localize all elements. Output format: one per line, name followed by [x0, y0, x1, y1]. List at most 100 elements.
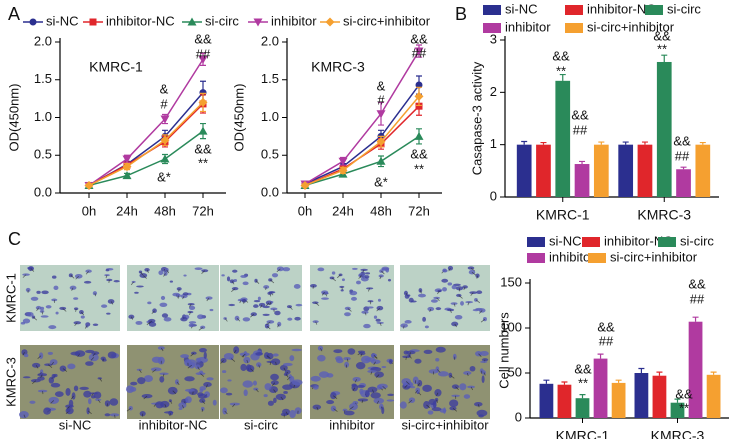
cell-blob: [387, 393, 394, 397]
cell-strand: [140, 271, 144, 276]
cell-strand: [201, 408, 204, 412]
cell-strand: [467, 301, 470, 306]
cell-blob: [263, 394, 268, 398]
bar: [695, 144, 711, 197]
cell-strand: [94, 293, 97, 297]
y-axis-label: Casapase-3 activity: [469, 61, 484, 175]
cell-strand: [110, 301, 114, 305]
cell-blob: [481, 375, 485, 384]
cell-blob: [135, 320, 143, 325]
cell-strand: [224, 318, 228, 322]
cell-blob: [159, 302, 168, 307]
cell-strand: [30, 268, 35, 272]
annotation: &*: [374, 174, 388, 189]
annotation: **: [198, 155, 208, 170]
cell-blob: [178, 407, 183, 410]
y-tick-label: 0.5: [261, 147, 279, 162]
cell-blob: [399, 401, 407, 409]
annotation: **: [657, 41, 667, 56]
cell-blob: [424, 325, 429, 329]
cell-strand: [376, 400, 380, 404]
cell-blob: [343, 410, 355, 416]
point: [122, 171, 132, 180]
cell-blob: [377, 298, 381, 302]
column-label: si-circ: [244, 417, 278, 432]
bar: [652, 375, 667, 418]
cell-blob: [351, 296, 357, 301]
annotation: ##: [690, 291, 705, 306]
cell-strand: [426, 404, 431, 409]
cell-blob: [365, 390, 370, 398]
cell-blob: [40, 315, 49, 318]
cell-blob: [70, 351, 81, 356]
cell-strand: [190, 352, 195, 357]
cell-blob: [388, 359, 393, 365]
cell-blob: [360, 268, 368, 272]
cell-strand: [448, 267, 451, 272]
y-tick-label: 2.0: [261, 33, 279, 48]
y-tick-label: 1.0: [34, 109, 52, 124]
cell-strand: [470, 267, 476, 272]
cell-strand: [352, 387, 356, 391]
cell-strand: [437, 290, 440, 295]
cell-blob: [289, 410, 296, 418]
cell-strand: [405, 381, 410, 385]
cell-blob: [333, 349, 343, 354]
cell-blob: [282, 384, 293, 390]
bar: [611, 382, 626, 418]
cell-blob: [97, 377, 102, 380]
cell-image: [220, 345, 302, 419]
cell-strand: [198, 326, 203, 331]
cell-strand: [97, 399, 101, 404]
y-axis-label: Cell numbers: [496, 312, 511, 389]
cell-strand: [333, 395, 338, 399]
cell-strand: [74, 322, 78, 326]
cell-strand: [315, 302, 320, 306]
y-tick-label: 0: [515, 409, 522, 424]
cell-strand: [403, 325, 405, 329]
cell-blob: [414, 358, 422, 364]
cell-strand: [289, 306, 293, 310]
cell-strand: [414, 389, 419, 394]
annotation: &&: [571, 107, 589, 122]
cell-strand: [360, 353, 363, 357]
point: [414, 91, 424, 101]
cell-blob: [32, 362, 41, 368]
cell-blob: [163, 411, 174, 414]
chart-title: KMRC-1: [89, 59, 143, 75]
cell-strand: [420, 290, 422, 294]
cell-blob: [144, 267, 150, 272]
error-bar: [561, 381, 568, 385]
cell-strand: [436, 392, 439, 396]
cell-blob: [479, 368, 484, 374]
legend-swatch: [645, 5, 663, 15]
cell-blob: [361, 355, 371, 364]
cell-blob: [294, 316, 301, 321]
cell-blob: [435, 346, 446, 353]
annotation: &: [377, 78, 386, 93]
cell-blob: [312, 385, 319, 390]
x-tick-label: 48h: [154, 203, 176, 218]
cell-blob: [406, 294, 411, 297]
column-label: inhibitor: [329, 417, 375, 432]
x-tick-label: 24h: [332, 203, 354, 218]
point: [338, 165, 348, 175]
cell-blob: [50, 382, 61, 388]
cell-strand: [477, 404, 480, 408]
cell-blob: [104, 400, 111, 407]
cell-blob: [212, 399, 217, 406]
y-tick-label: 1.5: [34, 71, 52, 86]
annotation: &&: [410, 146, 428, 161]
point: [160, 115, 170, 124]
cell-blob: [430, 299, 438, 303]
error-bar: [638, 367, 645, 373]
y-tick-label: 0: [490, 188, 497, 203]
annotation: &*: [157, 169, 171, 184]
cell-image: [400, 265, 490, 331]
cell-blob: [428, 398, 437, 406]
cell-strand: [233, 349, 237, 354]
cell-blob: [197, 394, 208, 399]
cell-blob: [341, 278, 345, 282]
cell-blob: [386, 399, 395, 402]
cell-blob: [79, 386, 89, 390]
